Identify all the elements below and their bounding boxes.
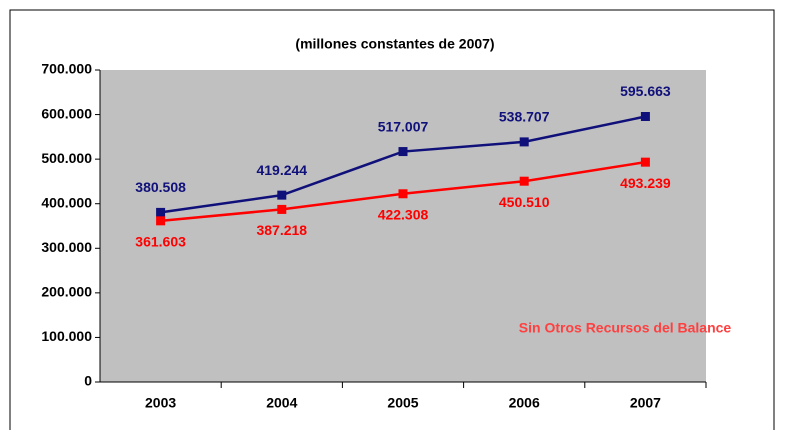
point-marker bbox=[519, 176, 529, 186]
data-label: 450.510 bbox=[499, 194, 550, 210]
x-tick-label: 2005 bbox=[387, 395, 418, 411]
x-tick-label: 2007 bbox=[630, 395, 661, 411]
point-marker bbox=[277, 190, 287, 200]
data-label: 517.007 bbox=[378, 118, 429, 134]
x-tick-label: 2006 bbox=[509, 395, 540, 411]
data-label: 538.707 bbox=[499, 109, 550, 125]
y-tick-label: 100.000 bbox=[41, 328, 92, 344]
data-label: 380.508 bbox=[135, 179, 186, 195]
point-marker bbox=[640, 112, 650, 122]
y-tick-label: 400.000 bbox=[41, 194, 92, 210]
data-label: 595.663 bbox=[620, 83, 671, 99]
y-tick-label: 0 bbox=[84, 373, 92, 389]
y-tick-label: 200.000 bbox=[41, 284, 92, 300]
point-marker bbox=[398, 189, 408, 199]
point-marker bbox=[156, 207, 166, 217]
data-label: 422.308 bbox=[378, 206, 429, 222]
point-marker bbox=[277, 204, 287, 214]
point-marker bbox=[156, 216, 166, 226]
point-marker bbox=[519, 137, 529, 147]
x-tick-label: 2003 bbox=[145, 395, 176, 411]
data-label: 361.603 bbox=[135, 234, 186, 250]
data-label: 387.218 bbox=[256, 222, 307, 238]
point-marker bbox=[398, 147, 408, 157]
point-marker bbox=[640, 157, 650, 167]
chart-title: (millones constantes de 2007) bbox=[295, 36, 494, 52]
plot-area bbox=[100, 70, 706, 382]
y-tick-label: 500.000 bbox=[41, 150, 92, 166]
y-tick-label: 700.000 bbox=[41, 61, 92, 77]
data-label: 419.244 bbox=[256, 162, 307, 178]
y-tick-label: 600.000 bbox=[41, 105, 92, 121]
data-label: 493.239 bbox=[620, 175, 671, 191]
legend-label: Sin Otros Recursos del Balance bbox=[519, 320, 732, 336]
x-tick-label: 2004 bbox=[266, 395, 297, 411]
y-tick-label: 300.000 bbox=[41, 239, 92, 255]
